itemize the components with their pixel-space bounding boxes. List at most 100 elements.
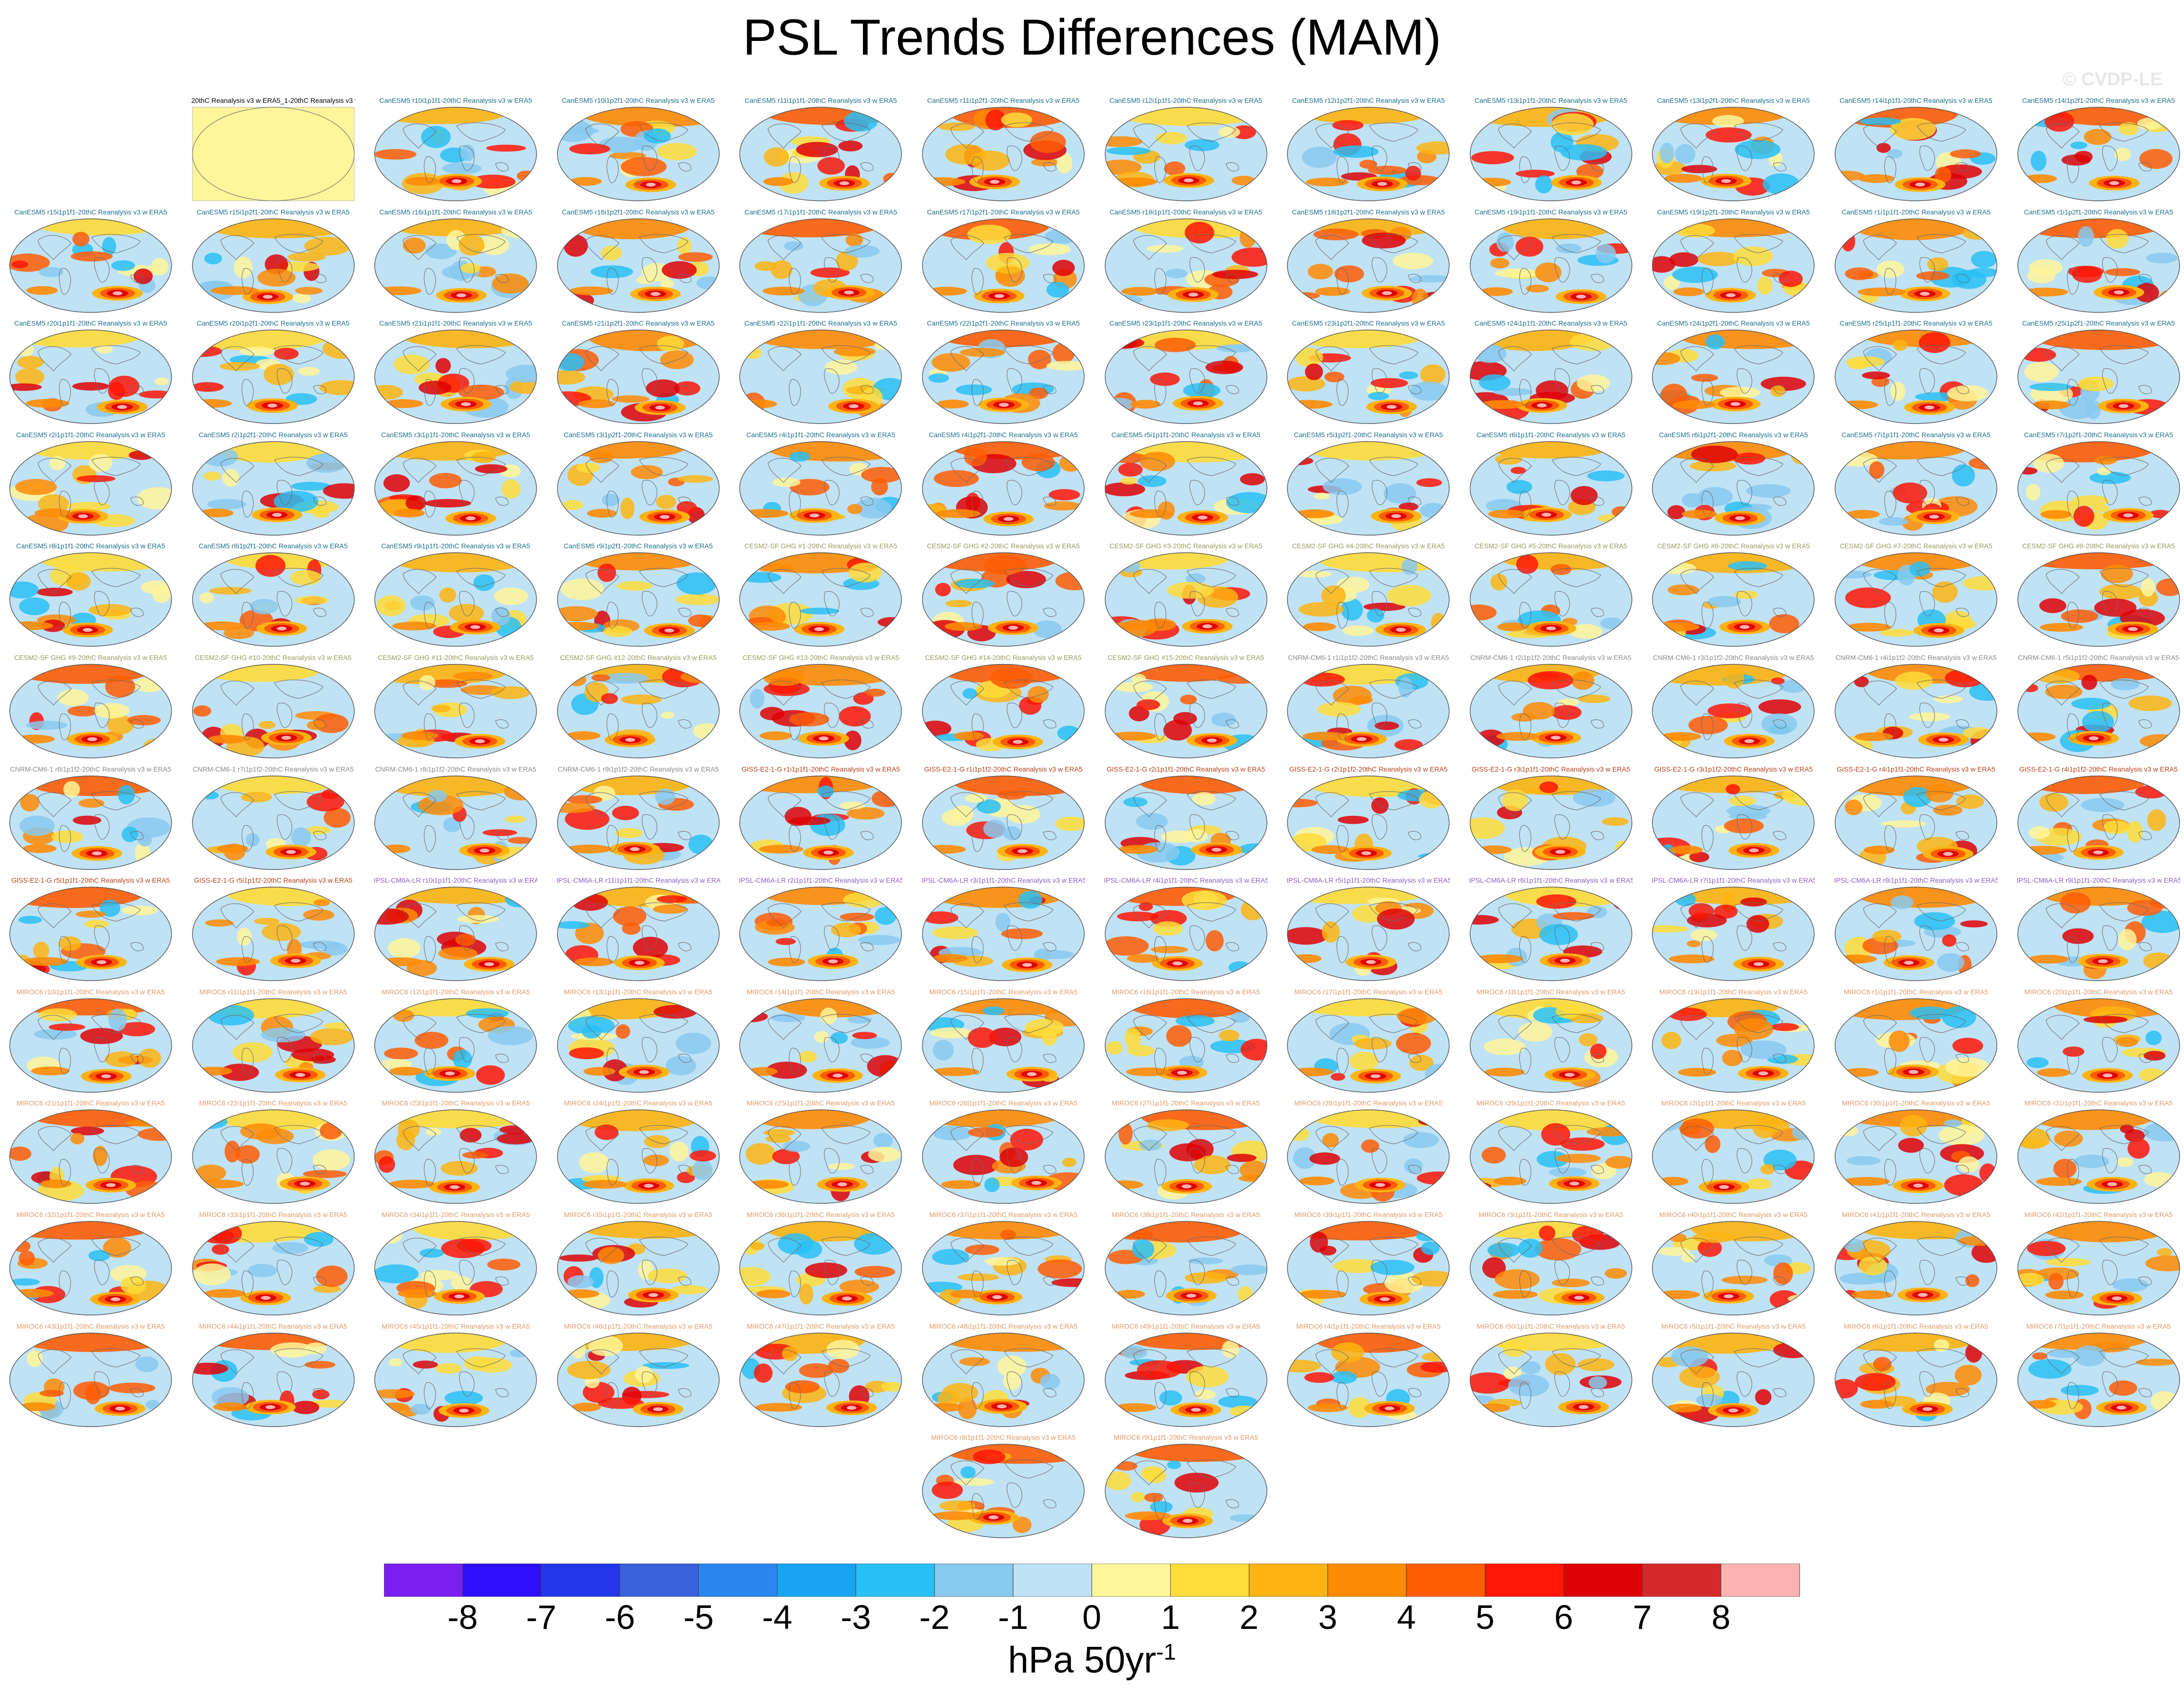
map-field xyxy=(10,1110,172,1204)
coastline xyxy=(1043,162,1056,172)
anomaly-blob xyxy=(1001,928,1043,939)
globe-outline xyxy=(557,218,720,313)
coastline xyxy=(2099,457,2149,476)
anomaly-blob xyxy=(1705,127,1752,143)
coastline xyxy=(1734,679,1784,699)
north-anomaly xyxy=(1503,887,1632,907)
coastline xyxy=(94,1037,110,1063)
coastline xyxy=(1004,345,1054,365)
anomaly-blob xyxy=(2106,229,2128,249)
anomaly-blob xyxy=(1555,1003,1581,1019)
anomaly-blob xyxy=(655,495,676,509)
southern-anomaly xyxy=(574,957,614,967)
map-field xyxy=(740,887,902,981)
coastline xyxy=(459,814,475,840)
coastline xyxy=(1408,1276,1421,1286)
panel-title: CanESM5 r1i1p1f1-20thC Reanalysis v3 w E… xyxy=(1841,208,1991,216)
panel-title: CanESM5 r15i1p1f1-20thC Reanalysis v3 w … xyxy=(14,208,167,216)
map-field xyxy=(922,330,1084,424)
panel-title: CESM2-SF GHG #8-20thC Reanalysis v3 w ER… xyxy=(2022,542,2175,550)
anomaly-blob xyxy=(2137,117,2163,130)
map-panel: MIROC6 r22i1p1f1-20thC Reanalysis v3 w E… xyxy=(192,1098,355,1205)
coastline xyxy=(424,1159,436,1186)
anomaly-blob xyxy=(1383,483,1417,503)
southern-anomaly xyxy=(1670,845,1704,854)
colorbar-box xyxy=(1563,1564,1643,1597)
anomaly-blob xyxy=(968,1027,997,1048)
coastline xyxy=(276,1037,292,1063)
coastline xyxy=(1734,234,1784,253)
panel-title: CanESM5 r22i1p1f1-20thC Reanalysis v3 w … xyxy=(744,319,898,328)
coastline xyxy=(606,602,619,629)
panel-title: CanESM5 r22i1p2f1-20thC Reanalysis v3 w … xyxy=(927,319,1080,328)
anomaly-blob xyxy=(1240,473,1265,485)
trend-map xyxy=(9,218,172,313)
panel-title: CNRM-CM6-1 r7i1p1f2-20thC Reanalysis v3 … xyxy=(192,765,354,773)
southern-high-3 xyxy=(824,850,834,854)
coastline xyxy=(585,1015,619,1040)
anomaly-blob xyxy=(1331,1342,1364,1363)
anomaly-blob xyxy=(1587,470,1625,482)
trend-map xyxy=(1470,441,1632,536)
anomaly-blob xyxy=(588,1335,623,1356)
coastline xyxy=(1519,713,1532,740)
north-anomaly xyxy=(1667,553,1815,574)
anomaly-blob xyxy=(323,1022,354,1029)
anomaly-blob xyxy=(473,574,495,591)
anomaly-blob xyxy=(1106,147,1150,155)
coastline xyxy=(860,496,874,506)
map-panel: CanESM5 r10i1p1f1-20thC Reanalysis v3 w … xyxy=(374,96,537,203)
anomaly-blob xyxy=(118,1022,155,1036)
coastline xyxy=(1186,457,1236,476)
anomaly-blob xyxy=(844,730,862,751)
map-panel: GISS-E2-1-G r2i1p1f1-20thC Reanalysis v3… xyxy=(1104,764,1268,871)
coastline xyxy=(58,936,71,963)
map-panel: GISS-E2-1-G r4i1p1f1-20thC Reanalysis v3… xyxy=(1834,764,1998,871)
trend-map xyxy=(1835,775,1997,870)
anomaly-blob xyxy=(1971,251,1997,268)
anomaly-blob xyxy=(2018,467,2037,475)
southern-high-3 xyxy=(1031,1181,1041,1185)
southern-anomaly xyxy=(923,845,966,854)
anomaly-blob xyxy=(2061,609,2098,623)
coastline xyxy=(789,1382,801,1409)
panel-title: MIROC6 r3i1p1f1-20thC Reanalysis v3 w ER… xyxy=(1478,1211,1624,1218)
anomaly-blob xyxy=(1113,682,1153,693)
trend-map xyxy=(1835,1332,1997,1427)
panel-title: CanESM5 r12i1p1f1-20thC Reanalysis v3 w … xyxy=(1109,97,1263,104)
anomaly-blob xyxy=(306,453,346,473)
trend-map xyxy=(739,1221,902,1315)
anomaly-blob xyxy=(1032,620,1062,638)
anomaly-blob xyxy=(1349,1051,1379,1071)
anomaly-blob xyxy=(1760,1164,1776,1175)
coastline xyxy=(241,268,253,295)
anomaly-blob xyxy=(1682,493,1704,507)
anomaly-blob xyxy=(2099,584,2142,600)
globe-outline xyxy=(557,1109,720,1204)
globe-outline xyxy=(374,775,537,870)
southern-high-3 xyxy=(994,293,1004,298)
anomaly-blob xyxy=(1560,144,1607,161)
anomaly-blob xyxy=(1570,624,1602,639)
coastline xyxy=(824,591,840,617)
anomaly-blob xyxy=(38,267,64,277)
north-anomaly xyxy=(2017,218,2164,238)
coastline xyxy=(1919,257,1935,283)
anomaly-blob xyxy=(121,826,138,842)
anomaly-blob xyxy=(760,707,785,720)
anomaly-blob xyxy=(772,1149,800,1164)
map-panel: CanESM5 r22i1p1f1-20thC Reanalysis v3 w … xyxy=(739,318,902,426)
anomaly-blob xyxy=(1681,1253,1696,1263)
map-field xyxy=(2017,887,2180,981)
trend-map xyxy=(9,1109,172,1204)
anomaly-blob xyxy=(304,1360,336,1369)
anomaly-blob xyxy=(1944,1174,1984,1197)
southern-anomaly xyxy=(2036,1068,2070,1077)
globe-outline xyxy=(2017,329,2180,424)
colorbar-box xyxy=(1170,1564,1249,1597)
anomaly-blob xyxy=(233,256,252,278)
anomaly-blob xyxy=(1716,1033,1753,1047)
anomaly-blob xyxy=(1570,332,1615,351)
southern-high-3 xyxy=(1371,1074,1381,1078)
north-anomaly xyxy=(2026,775,2146,794)
